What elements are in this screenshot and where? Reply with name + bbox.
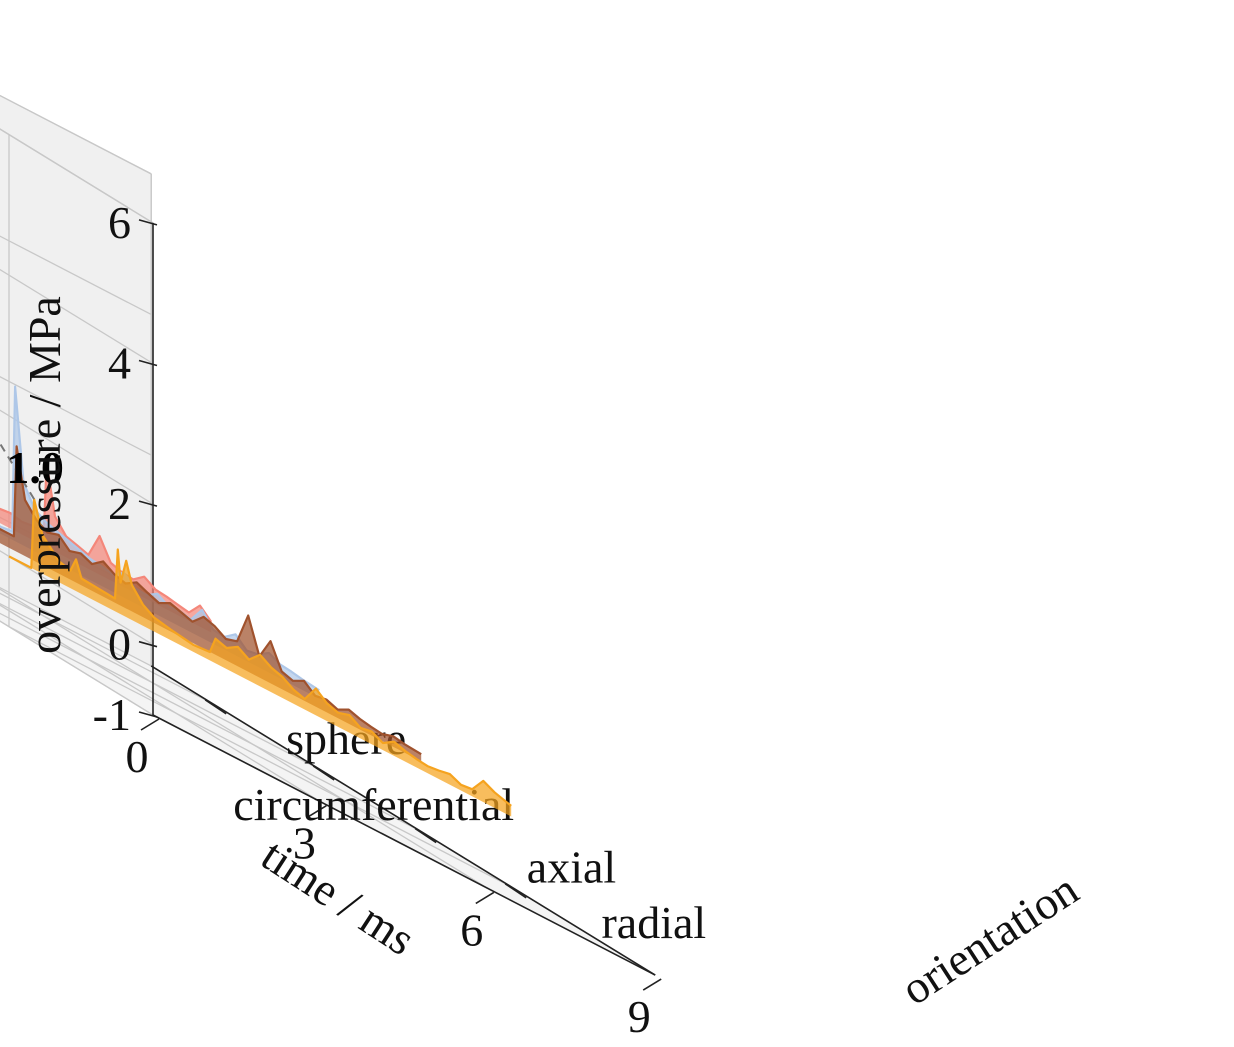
- z-tick: [138, 500, 158, 507]
- series-group: [0, 385, 512, 817]
- pane-edge: [0, 128, 154, 224]
- y-tick-label: circumferential: [233, 779, 514, 830]
- grid-line: [8, 626, 512, 888]
- pane-edge: [0, 94, 152, 175]
- grid-line: [0, 235, 152, 316]
- y-tick-label: radial: [601, 897, 706, 948]
- peak-label: 1.0: [6, 442, 64, 493]
- x-tick-label: 9: [628, 991, 651, 1042]
- grid-line: [0, 604, 321, 803]
- x-axis-label: time / ms: [253, 829, 424, 965]
- z-tick: [138, 359, 158, 367]
- peak-group: 1.02.35.32.6: [0, 441, 64, 500]
- z-axis-label: overpressure / MPa: [19, 296, 70, 654]
- y-axis-line: [150, 665, 656, 976]
- grid-line: [0, 592, 212, 704]
- y-tick: [414, 827, 437, 844]
- x-tick-label: 3: [293, 818, 316, 869]
- y-tick-label: axial: [527, 842, 616, 893]
- z-tick: [138, 711, 158, 718]
- series-line: [0, 445, 422, 756]
- x-tick-label: 0: [126, 731, 149, 782]
- grid-line: [0, 620, 154, 716]
- x-tick-label: 6: [460, 904, 483, 955]
- z-tick-label: 0: [108, 619, 131, 670]
- grid-line: [0, 550, 154, 646]
- y-axis-label: orientation: [892, 863, 1087, 1014]
- y-tick: [312, 765, 335, 781]
- series-line: [0, 385, 320, 692]
- grid-line: [0, 376, 152, 456]
- y-tick: [504, 883, 527, 899]
- grid-line: [0, 588, 489, 889]
- x-tick: [307, 805, 327, 818]
- z-tick: [138, 640, 158, 648]
- z-tick: [138, 219, 158, 226]
- z-tick-label: -1: [93, 689, 131, 740]
- x-tick: [140, 718, 160, 731]
- x-tick: [642, 978, 662, 991]
- z-tick-label: 4: [108, 338, 131, 389]
- grid-line: [0, 409, 154, 505]
- series-line: [8, 498, 512, 807]
- axes-group: -102460369radialaxialcircumferentialsphe…: [93, 197, 707, 1042]
- z-tick-label: 6: [108, 197, 131, 248]
- x-tick: [475, 891, 495, 905]
- floor-pane: [0, 587, 656, 976]
- y-tick: [204, 699, 227, 715]
- z-tick-label: 2: [108, 478, 131, 529]
- grid-line: [0, 602, 320, 770]
- grid-line: [0, 586, 152, 667]
- series-area: [9, 499, 512, 817]
- grid-line: [0, 612, 422, 833]
- grid-line: [0, 268, 154, 365]
- x-axis-line: [152, 714, 656, 976]
